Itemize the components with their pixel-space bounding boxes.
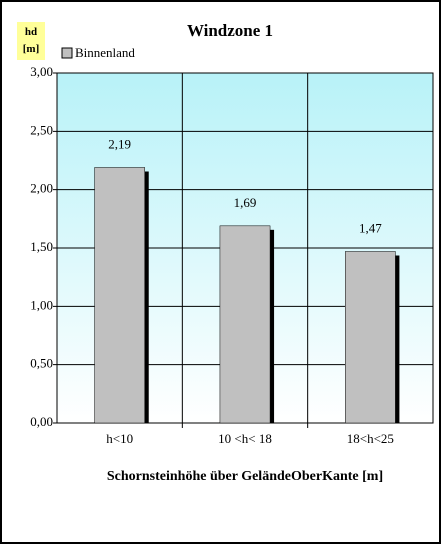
x-tick-label: h<10	[106, 431, 133, 446]
x-axis-label: Schornsteinhöhe über GeländeOberKante [m…	[106, 469, 384, 484]
y-tick-label: 0,00	[30, 414, 53, 429]
x-tick-label: 18<h<25	[347, 431, 394, 446]
bar	[94, 167, 145, 424]
value-label: 2,19	[108, 136, 131, 151]
y-tick-label: 1,00	[30, 297, 53, 312]
legend-label: Binnenland	[75, 45, 135, 60]
x-tick-label: 10 <h< 18	[218, 431, 272, 446]
value-label: 1,47	[359, 220, 382, 235]
value-label: 1,69	[234, 195, 257, 210]
y-tick-label: 2,00	[30, 181, 53, 196]
bar	[345, 251, 396, 424]
bar	[219, 225, 271, 424]
chart-title: Windzone 1	[187, 21, 273, 40]
y-axis-label: hd [m]	[17, 22, 45, 60]
y-tick-label: 3,00	[30, 64, 53, 79]
y-tick-label: 2,50	[30, 122, 53, 137]
y-tick-label: 0,50	[30, 356, 53, 371]
y-tick-label: 1,50	[30, 239, 53, 254]
legend-swatch	[61, 47, 73, 59]
